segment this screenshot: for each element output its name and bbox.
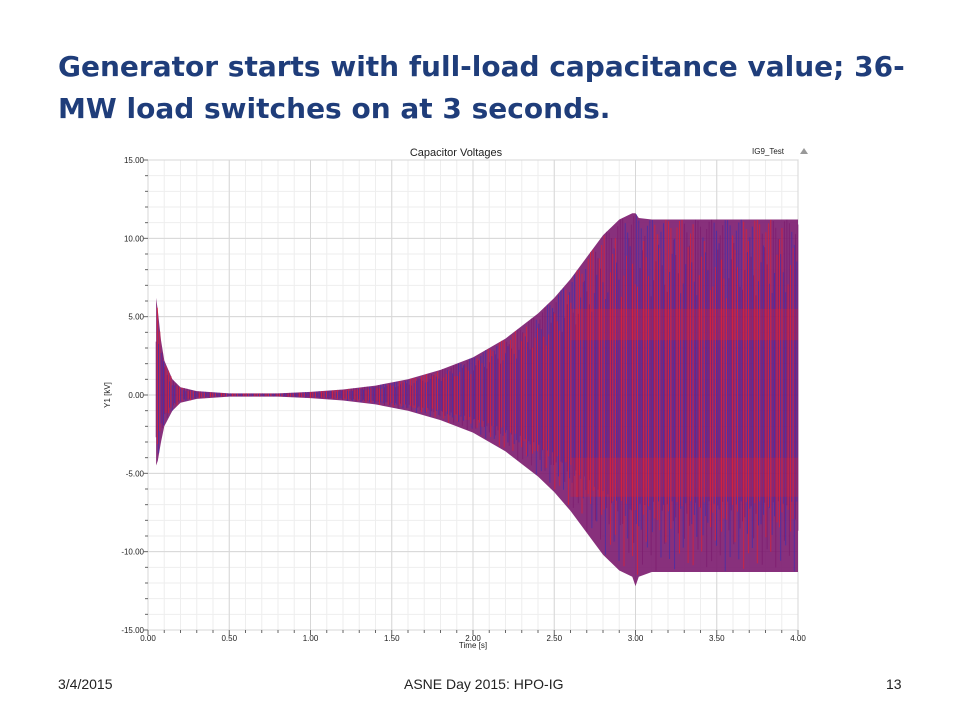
legend-expand-icon[interactable]	[800, 148, 808, 154]
y-tick-label: 10.00	[124, 234, 145, 243]
x-tick-label: 0.00	[140, 634, 156, 643]
x-tick-label: 2.50	[546, 634, 562, 643]
x-tick-label: 0.50	[221, 634, 237, 643]
steady-state-band	[570, 457, 798, 497]
footer-date: 3/4/2015	[58, 676, 113, 692]
x-tick-label: 3.00	[628, 634, 644, 643]
steady-state-band	[570, 308, 798, 341]
capacitor-voltage-chart: 0.00 0.50 1.00 1.50 2.00 2.50 3.00 3.50 4.00 15.0…	[100, 142, 820, 662]
y-tick-label: -15.00	[121, 626, 144, 635]
footer-page-number: 13	[886, 676, 902, 692]
x-tick-label: 3.50	[709, 634, 725, 643]
axes: 0.00 0.50 1.00 1.50 2.00 2.50 3.00 3.50 4.00 15.0…	[121, 156, 806, 643]
slide-title: Generator starts with full-load capacita…	[58, 50, 905, 125]
legend-label: IG9_Test	[752, 147, 785, 156]
y-tick-label: 15.00	[124, 156, 145, 165]
y-tick-label: 0.00	[128, 391, 144, 400]
y-tick-label: 5.00	[128, 313, 144, 322]
y-tick-label: -5.00	[126, 469, 145, 478]
x-axis-label: Time [s]	[459, 641, 487, 650]
x-tick-label: 4.00	[790, 634, 806, 643]
x-tick-label: 2.00	[465, 634, 481, 643]
chart-svg: 0.00 0.50 1.00 1.50 2.00 2.50 3.00 3.50 4.00 15.0…	[100, 142, 820, 662]
x-tick-label: 1.50	[384, 634, 400, 643]
footer-event: ASNE Day 2015: HPO-IG	[404, 676, 564, 692]
y-axis-label: Y1 [kV]	[103, 382, 112, 408]
y-tick-label: -10.00	[121, 548, 144, 557]
chart-title: Capacitor Voltages	[410, 147, 503, 159]
x-tick-label: 1.00	[303, 634, 319, 643]
voltage-envelope	[155, 213, 799, 587]
